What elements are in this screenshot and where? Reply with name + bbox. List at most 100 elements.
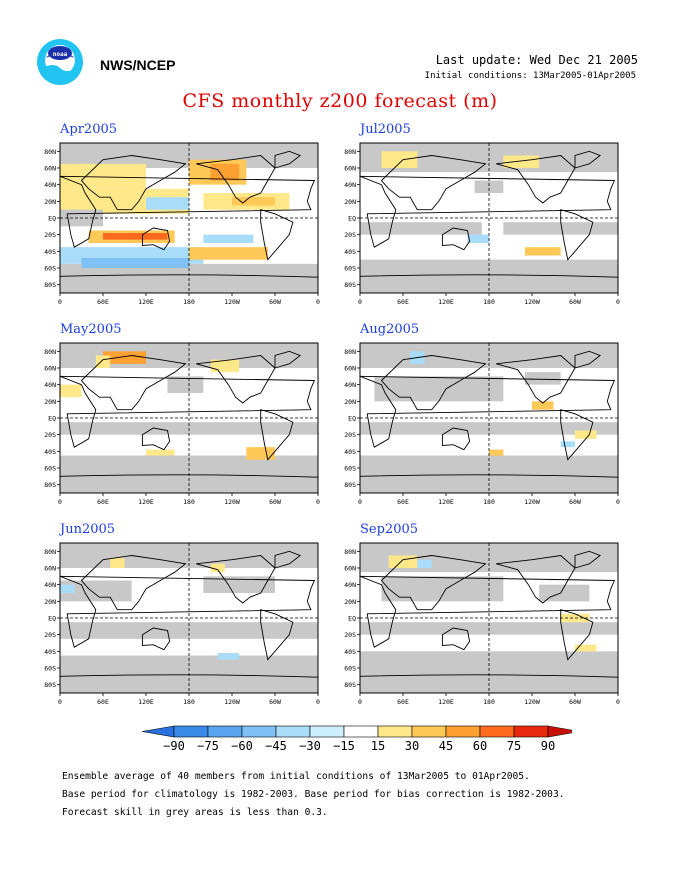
lat-tick-label: 80N	[344, 148, 356, 156]
lat-tick-label: EQ	[348, 615, 356, 623]
colorbar-label: −90	[163, 739, 185, 753]
lon-tick-label: 180	[183, 698, 195, 706]
lat-tick-label: 80S	[344, 281, 356, 289]
lat-tick-label: 20S	[344, 231, 356, 239]
lat-tick-label: 60N	[44, 365, 56, 373]
lat-tick-label: 60N	[44, 565, 56, 573]
lon-tick-label: 0	[616, 298, 620, 306]
colorbar-label: −60	[231, 739, 253, 753]
colorbar-swatch	[141, 725, 175, 738]
lon-tick-label: 120E	[138, 298, 154, 306]
colorbar-label: −30	[299, 739, 321, 753]
colorbar-label: 60	[473, 739, 487, 753]
note-line-3: Forecast skill in grey areas is less tha…	[62, 807, 328, 818]
lon-tick-label: 60E	[397, 698, 409, 706]
map-sep2005: 80N 60N 40N 20N EQ 20S 40S 60S 80S 0 60E 120E 180 120…	[344, 542, 620, 706]
lat-tick-label: 60N	[344, 165, 356, 173]
lon-tick-label: 180	[183, 298, 195, 306]
lon-tick-label: 120W	[224, 498, 240, 506]
lon-tick-label: 0	[316, 498, 320, 506]
lon-tick-label: 120E	[438, 698, 454, 706]
page-title: CFS monthly z200 forecast (m)	[182, 90, 498, 112]
lon-tick-label: 60W	[569, 498, 581, 506]
noaa-logo: noaa	[37, 39, 83, 85]
colorbar-label: 90	[541, 739, 555, 753]
lat-tick-label: 40N	[44, 181, 56, 189]
lon-tick-label: 0	[616, 698, 620, 706]
colorbar: −90 −75 −60 −45 −30 −15 15 30 45 60 75 90	[141, 725, 572, 753]
lat-tick-label: EQ	[48, 615, 56, 623]
lon-tick-label: 0	[358, 298, 362, 306]
lat-tick-label: 40S	[344, 248, 356, 256]
lon-tick-label: 120E	[438, 498, 454, 506]
colorbar-label: −75	[197, 739, 219, 753]
lon-tick-label: 120E	[138, 498, 154, 506]
lat-tick-label: 60S	[344, 665, 356, 673]
lat-tick-label: 80S	[344, 681, 356, 689]
lat-tick-label: 20S	[44, 231, 56, 239]
lon-tick-label: 120W	[524, 698, 540, 706]
lat-tick-label: 20N	[44, 398, 56, 406]
colorbar-swatch	[479, 725, 515, 738]
lat-tick-label: 60S	[344, 265, 356, 273]
lat-tick-label: 20N	[44, 598, 56, 606]
lon-tick-label: 60E	[97, 498, 109, 506]
panel-title-apr2005: Apr2005	[60, 122, 118, 137]
notes: Ensemble average of 40 members from init…	[62, 768, 565, 822]
lon-tick-label: 180	[483, 298, 495, 306]
lon-tick-label: 0	[616, 498, 620, 506]
colorbar-label: 30	[405, 739, 419, 753]
panel-title-jun2005: Jun2005	[60, 522, 116, 537]
lat-tick-label: 80S	[344, 481, 356, 489]
map-jul2005: 80N 60N 40N 20N EQ 20S 40S 60S 80S 0 60E 120E 180 120…	[344, 142, 620, 306]
lat-tick-label: EQ	[348, 415, 356, 423]
map-may2005: 80N 60N 40N 20N EQ 20S 40S 60S 80S 0 60E 120E 180 120…	[44, 342, 320, 506]
lon-tick-label: 0	[358, 698, 362, 706]
lat-tick-label: 40N	[344, 181, 356, 189]
lat-tick-label: 80N	[44, 348, 56, 356]
lon-tick-label: 120W	[524, 498, 540, 506]
lat-tick-label: 40N	[44, 381, 56, 389]
lat-tick-label: 80N	[344, 348, 356, 356]
colorbar-swatch	[241, 725, 277, 738]
lat-tick-label: 60S	[344, 465, 356, 473]
lat-tick-label: 40S	[344, 448, 356, 456]
lat-tick-label: 60S	[44, 465, 56, 473]
lat-tick-label: 40N	[344, 581, 356, 589]
lon-tick-label: 60W	[569, 298, 581, 306]
lat-tick-label: 80S	[44, 481, 56, 489]
lon-tick-label: 120W	[524, 298, 540, 306]
lon-tick-label: 0	[316, 298, 320, 306]
lon-tick-label: 60E	[397, 498, 409, 506]
lat-tick-label: 80S	[44, 281, 56, 289]
lat-tick-label: EQ	[48, 215, 56, 223]
initial-conditions: Initial conditions: 13Mar2005-01Apr2005	[424, 71, 636, 81]
lat-tick-label: 80N	[44, 548, 56, 556]
lat-tick-label: 40S	[44, 448, 56, 456]
colorbar-label: 45	[439, 739, 453, 753]
colorbar-swatch	[343, 725, 379, 738]
lon-tick-label: 60E	[97, 698, 109, 706]
lat-tick-label: EQ	[48, 415, 56, 423]
colorbar-swatch	[547, 725, 572, 738]
lon-tick-label: 180	[183, 498, 195, 506]
lat-tick-label: 60S	[44, 665, 56, 673]
lat-tick-label: EQ	[348, 215, 356, 223]
lat-tick-label: 20S	[344, 631, 356, 639]
last-update: Last update: Wed Dec 21 2005	[435, 53, 638, 67]
colorbar-swatch	[377, 725, 413, 738]
colorbar-label: −45	[265, 739, 287, 753]
lat-tick-label: 20N	[344, 398, 356, 406]
colorbar-swatch	[207, 725, 243, 738]
lat-tick-label: 40S	[44, 648, 56, 656]
lat-tick-label: 40N	[44, 581, 56, 589]
lon-tick-label: 60W	[569, 698, 581, 706]
lat-tick-label: 40S	[344, 648, 356, 656]
lon-tick-label: 60W	[269, 698, 281, 706]
note-line-1: Ensemble average of 40 members from init…	[62, 771, 530, 782]
colorbar-label: 75	[507, 739, 521, 753]
lat-tick-label: 20S	[44, 631, 56, 639]
lon-tick-label: 60W	[269, 298, 281, 306]
lat-tick-label: 20N	[344, 198, 356, 206]
panel-title-aug2005: Aug2005	[360, 322, 420, 337]
